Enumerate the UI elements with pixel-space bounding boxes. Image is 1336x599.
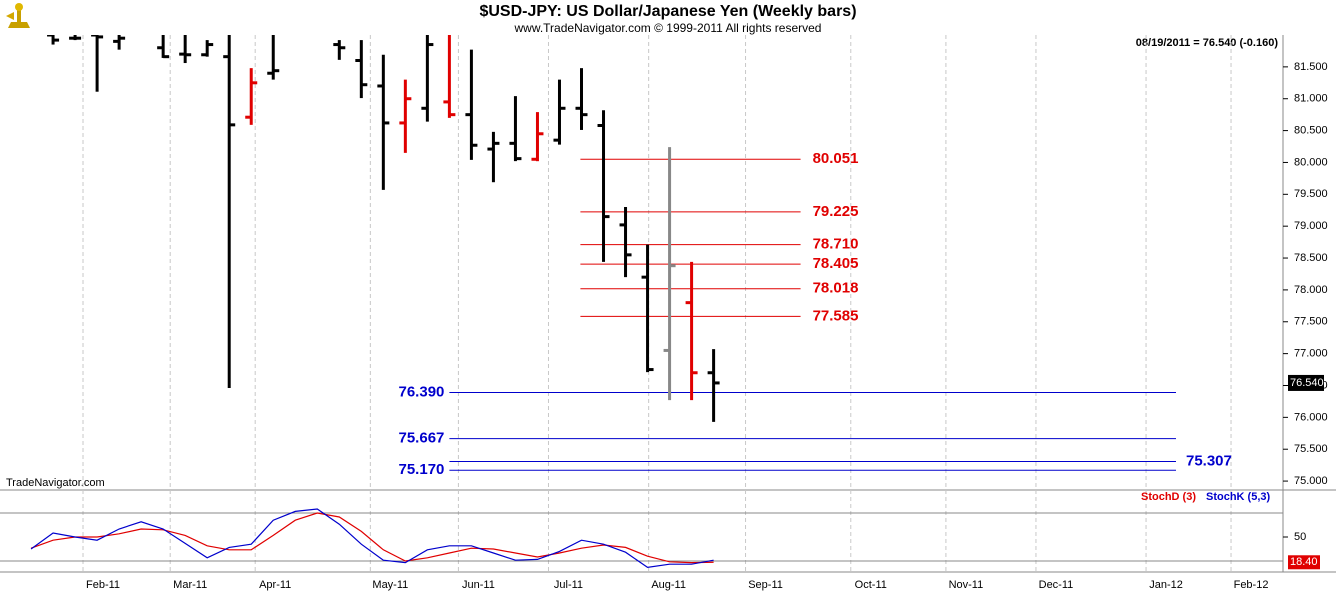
x-tick-label: May-11 — [372, 579, 408, 591]
y-tick-label: 75.000 — [1294, 475, 1328, 487]
price-panel — [47, 35, 1176, 471]
header-note: 08/19/2011 = 76.540 (-0.160) — [1136, 37, 1279, 49]
y-tick-label: 77.000 — [1294, 348, 1328, 360]
x-tick-label: Jan-12 — [1149, 579, 1183, 591]
y-tick-label: 78.500 — [1294, 252, 1328, 264]
y-tick-label: 79.500 — [1294, 188, 1328, 200]
y-tick-label: 81.500 — [1294, 61, 1328, 73]
stoch-panel — [0, 508, 1283, 569]
y-tick-label: 78.000 — [1294, 284, 1328, 296]
x-tick-label: Sep-11 — [748, 579, 783, 591]
last-price-label: 76.540 — [1290, 377, 1324, 389]
level-label: 79.225 — [813, 203, 859, 220]
y-tick-label: 77.500 — [1294, 316, 1328, 328]
stoch-line — [30, 508, 714, 569]
legend-entry: StochD (3) — [1141, 491, 1196, 503]
chart-subtitle: www.TradeNavigator.com © 1999-2011 All r… — [514, 21, 822, 35]
y-tick-label: 80.500 — [1294, 124, 1328, 136]
y-tick-label: 76.000 — [1294, 411, 1328, 423]
x-tick-label: Mar-11 — [173, 579, 207, 591]
last-price-box — [1288, 374, 1324, 391]
value-label-box — [1288, 555, 1320, 570]
level-label: 77.585 — [813, 307, 859, 324]
legend-entry: StochK (5,3) — [1206, 491, 1271, 503]
level-label: 76.390 — [399, 383, 445, 400]
logo-icon — [4, 2, 34, 34]
level-label: 78.710 — [813, 236, 859, 253]
x-tick-label: Aug-11 — [651, 579, 686, 591]
value-label: 18.40 — [1290, 556, 1318, 568]
level-label: 78.018 — [813, 280, 859, 297]
x-tick-label: Jul-11 — [554, 579, 583, 591]
x-tick-label: Feb-11 — [86, 579, 120, 591]
x-tick-label: Nov-11 — [949, 579, 984, 591]
x-tick-label: Dec-11 — [1039, 579, 1074, 591]
x-tick-label: Feb-12 — [1234, 579, 1269, 591]
y-tick-label: 75.500 — [1294, 443, 1328, 455]
y-tick-label: 80.000 — [1294, 156, 1328, 168]
y-tick-label: 79.000 — [1294, 220, 1328, 232]
level-label: 78.405 — [813, 255, 859, 272]
chart-title: $USD-JPY: US Dollar/Japanese Yen (Weekly… — [479, 3, 856, 20]
x-tick-label: Jun-11 — [462, 579, 495, 591]
y-tick-label: 50 — [1294, 531, 1306, 543]
level-label: 80.051 — [813, 150, 859, 167]
stoch-line — [30, 512, 714, 564]
level-label: 75.307 — [1186, 452, 1232, 469]
level-label: 75.667 — [399, 430, 445, 447]
y-tick-label: 81.000 — [1294, 93, 1328, 105]
level-label: 75.170 — [399, 461, 445, 478]
x-tick-label: Oct-11 — [855, 579, 887, 591]
axes: Feb-11 Mar-11 Apr-11 May-11 Jun-11 Jul-11 Aug-… — [86, 61, 1328, 591]
x-tick-label: Apr-11 — [259, 579, 291, 591]
watermark: TradeNavigator.com — [6, 477, 105, 489]
